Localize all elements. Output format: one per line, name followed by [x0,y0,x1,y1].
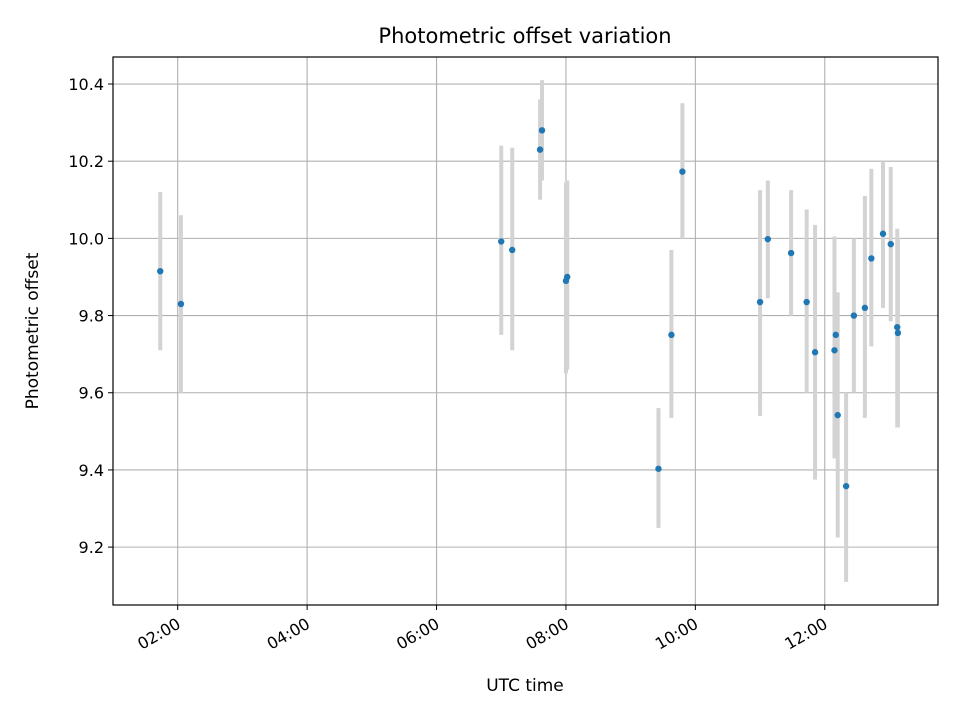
data-point [787,249,795,257]
y-axis-ticks: 9.2 9.4 9.6 9.8 10.0 10.2 10.4 [68,75,113,557]
chart-title: Photometric offset variation [378,24,671,48]
data-point [157,267,164,275]
data-point [887,240,894,248]
data-point [879,230,887,237]
data-points [157,127,902,490]
data-point [509,246,516,254]
data-point [564,273,571,281]
y-tick-label: 10.2 [68,152,104,171]
data-point [538,127,546,134]
data-point [764,235,772,243]
data-point [868,255,875,262]
data-point [831,347,838,354]
data-point [832,331,839,339]
data-point [894,329,902,337]
data-point [756,298,764,306]
y-tick-label: 9.6 [79,384,104,403]
y-tick-label: 10.4 [68,75,104,94]
y-tick-label: 9.4 [79,461,104,480]
data-point [498,238,505,245]
y-tick-label: 9.2 [79,538,104,557]
data-point [668,331,675,339]
x-axis-title: UTC time [486,676,564,696]
data-point [861,304,869,312]
data-point [894,323,901,331]
y-tick-label: 10.0 [68,229,104,248]
data-point [834,411,841,419]
x-axis-ticks: 02:00 04:00 06:00 08:00 10:00 12:00 [134,605,831,654]
data-point [536,146,544,153]
data-point [850,312,858,319]
grid [113,57,938,605]
data-point [811,349,819,356]
y-tick-label: 9.8 [79,307,104,326]
data-point [842,482,850,490]
data-point [679,168,686,175]
y-axis-title: Photometric offset [23,252,43,409]
data-point [655,465,662,472]
data-point [803,298,810,306]
plot-area-frame [112,56,939,606]
data-point [177,300,185,308]
